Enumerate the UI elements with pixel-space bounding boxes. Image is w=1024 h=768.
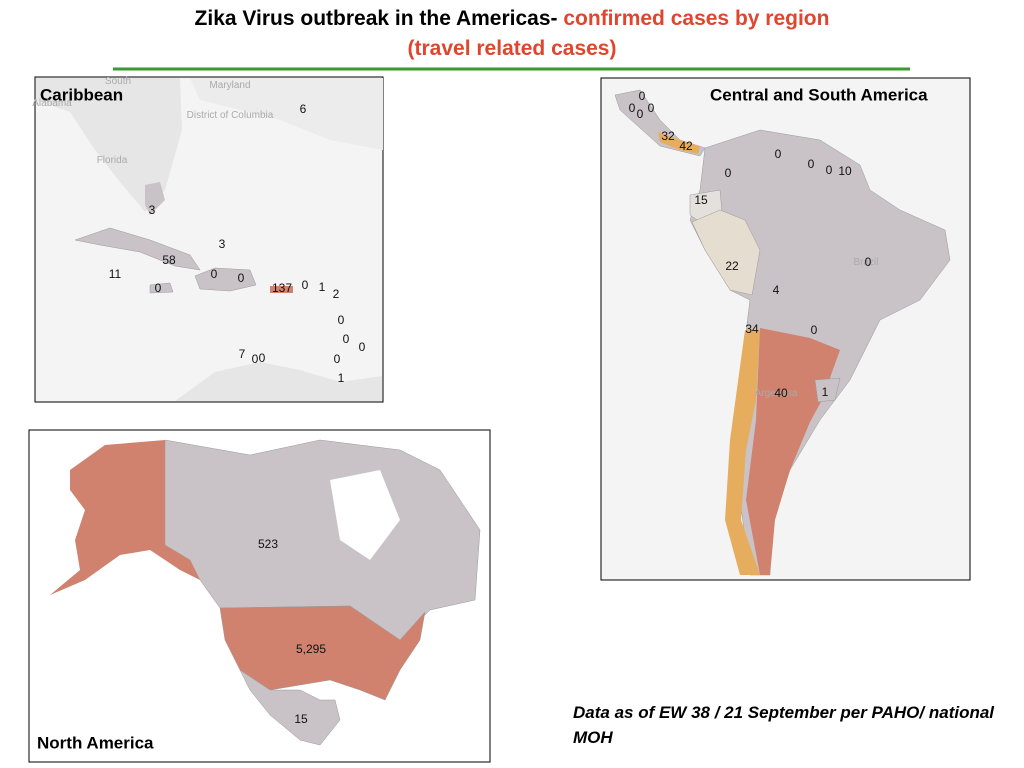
- land: [36, 78, 182, 212]
- case-count: 0: [826, 163, 833, 177]
- case-count: 4: [773, 283, 780, 297]
- place-name: South: [105, 76, 131, 87]
- case-count: 0: [808, 157, 815, 171]
- panel-title: Caribbean: [40, 85, 123, 104]
- place-name: Maryland: [209, 80, 250, 91]
- case-count: 15: [694, 193, 708, 207]
- north-america-map: [28, 429, 491, 763]
- slide-title: Zika Virus outbreak in the Americas- con…: [162, 4, 862, 64]
- case-count: 523: [258, 537, 278, 551]
- place-name: Brazil: [853, 257, 878, 268]
- land: [190, 78, 383, 150]
- country: [814, 377, 841, 403]
- case-count: 0: [338, 313, 345, 327]
- case-count: 1: [338, 371, 345, 385]
- case-count: 10: [838, 164, 852, 178]
- panel-title: Central and South America: [710, 85, 928, 104]
- place-name: Alabama: [32, 98, 72, 109]
- case-count: 0: [155, 281, 162, 295]
- case-count: 15: [294, 712, 308, 726]
- case-count: 11: [109, 267, 122, 281]
- case-count: 42: [679, 139, 693, 153]
- case-count: 0: [639, 89, 646, 103]
- land: [175, 362, 382, 401]
- case-count: 137: [272, 281, 292, 295]
- place-name: Argentina: [755, 388, 798, 399]
- case-count: 34: [745, 322, 759, 336]
- case-count: 2: [333, 287, 340, 301]
- case-count: 6: [300, 102, 307, 116]
- case-count: 0: [865, 255, 872, 269]
- case-count: 0: [334, 352, 341, 366]
- case-count: 0: [343, 332, 350, 346]
- case-count: 3: [219, 237, 226, 251]
- case-count: 0: [302, 278, 309, 292]
- south-america-map: [600, 77, 971, 581]
- case-count: 0: [259, 351, 266, 365]
- island: [270, 286, 293, 293]
- island: [194, 267, 257, 292]
- case-count: 32: [661, 129, 675, 143]
- case-count: 0: [238, 271, 245, 285]
- case-count: 0: [629, 101, 636, 115]
- case-count: 3: [149, 203, 156, 217]
- case-count: 0: [775, 147, 782, 161]
- island: [145, 182, 165, 215]
- island: [149, 282, 174, 294]
- case-count: 22: [725, 259, 739, 273]
- case-count: 0: [359, 340, 366, 354]
- place-name: Florida: [97, 155, 128, 166]
- title-main: Zika Virus outbreak in the Americas-: [194, 7, 558, 30]
- case-count: 0: [211, 267, 218, 281]
- case-count: 7: [239, 347, 246, 361]
- case-count: 0: [637, 107, 644, 121]
- title-highlight: confirmed cases by region (travel relate…: [407, 7, 830, 60]
- country: [725, 330, 760, 575]
- case-count: 0: [811, 323, 818, 337]
- data-note: Data as of EW 38 / 21 September per PAHO…: [573, 703, 995, 747]
- case-count: 0: [648, 101, 655, 115]
- country: [658, 132, 700, 154]
- country: [614, 89, 706, 157]
- case-count: 5,295: [296, 642, 326, 656]
- caribbean-map: [34, 76, 384, 403]
- island: [74, 227, 201, 271]
- case-count: 40: [774, 386, 788, 400]
- country: [691, 209, 761, 296]
- case-count: 0: [725, 166, 732, 180]
- place-name: District of Columbia: [187, 110, 274, 121]
- bay: [330, 470, 400, 560]
- case-count: 0: [252, 352, 259, 366]
- country: [239, 669, 341, 746]
- case-count: 1: [822, 385, 829, 399]
- case-count: 58: [162, 253, 176, 267]
- panel-title: North America: [37, 733, 154, 752]
- case-count: 1: [319, 280, 326, 294]
- country: [50, 440, 200, 595]
